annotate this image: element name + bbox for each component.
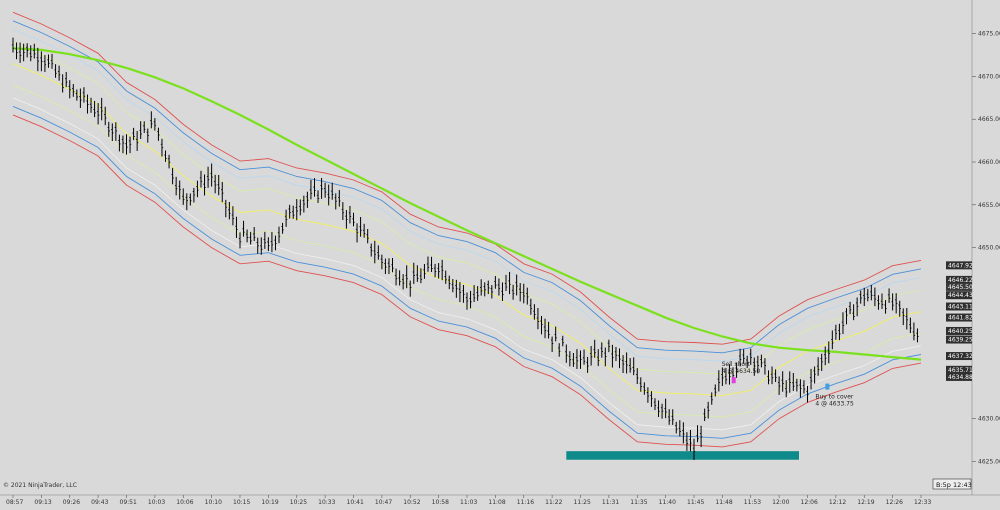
x-tick-label: 11:22 <box>545 499 562 506</box>
price-tag-label: 4639.25 <box>948 337 973 344</box>
price-tag <box>946 261 972 270</box>
x-tick-label: 09:43 <box>91 499 108 506</box>
trade-qty: 4 @ 4633.75 <box>815 401 854 408</box>
x-tick-label: 11:25 <box>574 499 591 506</box>
y-tick-label: 4660.00 <box>978 159 1000 166</box>
price-tag <box>946 313 972 322</box>
x-tick-label: 10:58 <box>432 499 449 506</box>
y-tick-label: 4675.00 <box>978 31 1000 38</box>
x-tick-label: 09:13 <box>34 499 51 506</box>
price-tag-label: 4635.71 <box>948 367 973 374</box>
x-tick-label: 10:25 <box>290 499 307 506</box>
trade-qty: 4 @ 4634.50 <box>722 368 761 375</box>
x-tick-label: 12:33 <box>914 499 931 506</box>
price-tag <box>946 282 972 291</box>
x-tick-label: 11:35 <box>630 499 647 506</box>
price-tag <box>946 275 972 284</box>
x-tick-label: 11:48 <box>715 499 732 506</box>
y-tick-label: 4625.00 <box>978 458 1000 465</box>
price-tag-label: 4643.11 <box>948 304 973 311</box>
x-tick-label: 11:31 <box>602 499 619 506</box>
lower-band-blue <box>12 105 922 439</box>
x-tick-label: 11:53 <box>744 499 761 506</box>
x-tick-label: 08:57 <box>6 499 23 506</box>
price-tag <box>946 372 972 381</box>
price-tag-label: 4644.43 <box>948 292 973 299</box>
upper-band-light <box>12 29 922 362</box>
support-zone-rect <box>566 451 799 460</box>
y-tick-label: 4630.00 <box>978 416 1000 423</box>
x-tick-label: 10:19 <box>261 499 278 506</box>
instrument-badge-label: B:5p 12:43 <box>936 481 972 489</box>
lower-band-outer <box>12 114 922 448</box>
x-tick-label: 10:10 <box>205 499 222 506</box>
price-tag-label: 4640.25 <box>948 328 973 335</box>
price-tag <box>946 365 972 374</box>
lower-band-white <box>12 97 922 431</box>
price-tag <box>946 291 972 300</box>
x-tick-label: 12:12 <box>829 499 846 506</box>
price-tag-label: 4634.88 <box>948 374 973 381</box>
price-tag-label: 4647.92 <box>948 262 973 269</box>
indicator-bands <box>12 11 922 448</box>
price-tag-label: 4646.22 <box>948 277 973 284</box>
y-tick-label: 4665.00 <box>978 116 1000 123</box>
x-tick-label: 12:00 <box>772 499 789 506</box>
sma-long-path <box>12 47 922 361</box>
trade-label: Sell short <box>722 361 751 368</box>
instrument-badge[interactable]: B:5p 12:43 <box>932 478 972 490</box>
upper-band-green <box>12 41 922 375</box>
x-tick-label: 10:41 <box>347 499 364 506</box>
trade-marker <box>825 383 830 390</box>
x-tick-label: 09:26 <box>63 499 80 506</box>
long-sma-line <box>12 47 922 361</box>
copyright-text: © 2021 NinjaTrader, LLC <box>3 482 77 489</box>
trade-label: Buy to cover <box>815 394 854 401</box>
trade-marker <box>731 377 736 384</box>
x-tick-label: 12:06 <box>801 499 818 506</box>
time-axis[interactable]: 08:57 09:13 09:26 09:43 09:51 10:03 10:06 10:10… <box>6 495 931 506</box>
x-tick-label: 10:47 <box>375 499 392 506</box>
x-tick-label: 10:33 <box>318 499 335 506</box>
x-tick-label: 11:40 <box>659 499 676 506</box>
x-tick-label: 11:08 <box>488 499 505 506</box>
mid-band <box>12 63 922 397</box>
support-zone <box>566 451 799 460</box>
x-tick-label: 11:03 <box>460 499 477 506</box>
y-tick-label: 4650.00 <box>978 245 1000 252</box>
instrument-badge-box <box>932 478 972 490</box>
price-tag <box>946 326 972 335</box>
upper-band-blue <box>12 20 922 354</box>
x-tick-label: 10:52 <box>403 499 420 506</box>
x-tick-label: 09:51 <box>120 499 137 506</box>
y-tick-label: 4655.00 <box>978 202 1000 209</box>
price-tag-label: 4637.32 <box>948 353 973 360</box>
price-bars <box>11 37 919 460</box>
x-tick-label: 11:16 <box>517 499 534 506</box>
x-tick-label: 10:03 <box>148 499 165 506</box>
price-tag-label: 4641.82 <box>948 315 973 322</box>
price-tag <box>946 302 972 311</box>
upper-band-outer <box>12 11 922 345</box>
x-tick-label: 10:15 <box>233 499 250 506</box>
price-axis[interactable]: 4675.00 4670.00 4665.00 4660.00 4655.00 4650.… <box>972 31 1000 466</box>
x-tick-label: 11:45 <box>687 499 704 506</box>
y-tick-label: 4670.00 <box>978 73 1000 80</box>
price-tag <box>946 335 972 344</box>
x-tick-label: 12:26 <box>886 499 903 506</box>
price-tag-label: 4645.50 <box>948 284 973 291</box>
x-tick-label: 10:06 <box>176 499 193 506</box>
x-tick-label: 12:19 <box>857 499 874 506</box>
price-tag <box>946 352 972 361</box>
